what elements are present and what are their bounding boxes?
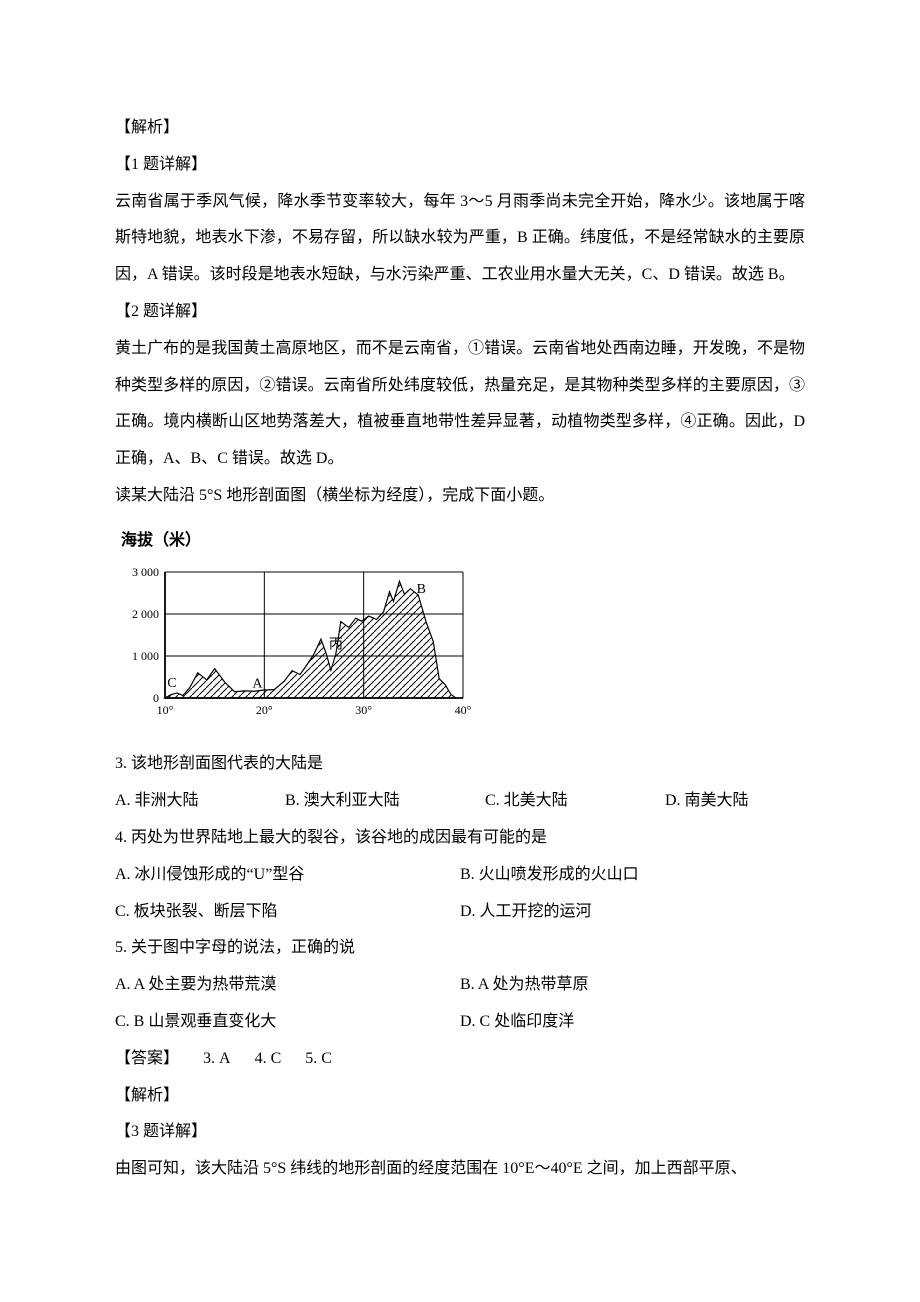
q3-option-c: C. 北美大陆 xyxy=(485,783,665,820)
q3-option-a: A. 非洲大陆 xyxy=(115,783,285,820)
answers: 【答案】 3. A 4. C 5. C xyxy=(115,1041,805,1078)
svg-text:丙: 丙 xyxy=(329,637,343,652)
q4-stem: 4. 丙处为世界陆地上最大的裂谷，该谷地的成因最有可能的是 xyxy=(115,820,805,857)
q5-stem: 5. 关于图中字母的说法，正确的说 xyxy=(115,930,805,967)
q4-option-d: D. 人工开挖的运河 xyxy=(460,894,805,931)
svg-text:30°: 30° xyxy=(355,703,372,717)
svg-text:1 000: 1 000 xyxy=(132,649,159,663)
elevation-chart: 海拔（米） 01 0002 0003 00010°20°30°40°CA丙B xyxy=(115,523,805,737)
svg-text:B: B xyxy=(417,582,426,597)
q1-text: 云南省属于季风气候，降水季节变率较大，每年 3～5 月雨季尚未完全开始，降水少。… xyxy=(115,184,805,294)
q4-option-b: B. 火山喷发形成的火山口 xyxy=(460,857,805,894)
q3-option-d: D. 南美大陆 xyxy=(665,783,749,820)
q3-option-b: B. 澳大利亚大陆 xyxy=(285,783,485,820)
svg-text:10°: 10° xyxy=(157,703,174,717)
q5-row2: C. B 山景观垂直变化大 D. C 处临印度洋 xyxy=(115,1004,805,1041)
chart-intro: 读某大陆沿 5°S 地形剖面图（横坐标为经度），完成下面小题。 xyxy=(115,478,805,515)
q5-option-a: A. A 处主要为热带荒漠 xyxy=(115,967,460,1004)
chart-title: 海拔（米） xyxy=(121,523,805,560)
svg-text:40°: 40° xyxy=(455,703,472,717)
svg-text:2 000: 2 000 xyxy=(132,607,159,621)
q5-option-c: C. B 山景观垂直变化大 xyxy=(115,1004,460,1041)
chart-svg: 01 0002 0003 00010°20°30°40°CA丙B xyxy=(115,562,475,722)
svg-text:3 000: 3 000 xyxy=(132,565,159,579)
answers-label: 【答案】 xyxy=(115,1050,179,1067)
svg-text:20°: 20° xyxy=(256,703,273,717)
q1-header: 【1 题详解】 xyxy=(115,147,805,184)
q5-option-d: D. C 处临印度洋 xyxy=(460,1004,805,1041)
svg-text:A: A xyxy=(252,676,263,691)
q3-detail-header: 【3 题详解】 xyxy=(115,1114,805,1151)
q4-row1: A. 冰川侵蚀形成的“U”型谷 B. 火山喷发形成的火山口 xyxy=(115,857,805,894)
q5-row1: A. A 处主要为热带荒漠 B. A 处为热带草原 xyxy=(115,967,805,1004)
q3-detail-text: 由图可知，该大陆沿 5°S 纬线的地形剖面的经度范围在 10°E～40°E 之间… xyxy=(115,1151,805,1188)
q4-row2: C. 板块张裂、断层下陷 D. 人工开挖的运河 xyxy=(115,894,805,931)
analysis-header-2: 【解析】 xyxy=(115,1078,805,1115)
answer-3: 3. A xyxy=(203,1050,231,1067)
answer-5: 5. C xyxy=(305,1050,332,1067)
answer-4: 4. C xyxy=(255,1050,282,1067)
svg-text:C: C xyxy=(167,676,176,691)
q2-text: 黄土广布的是我国黄土高原地区，而不是云南省，①错误。云南省地处西南边睡，开发晚，… xyxy=(115,331,805,478)
q5-option-b: B. A 处为热带草原 xyxy=(460,967,805,1004)
q3-stem: 3. 该地形剖面图代表的大陆是 xyxy=(115,746,805,783)
q3-options: A. 非洲大陆 B. 澳大利亚大陆 C. 北美大陆 D. 南美大陆 xyxy=(115,783,805,820)
q4-option-a: A. 冰川侵蚀形成的“U”型谷 xyxy=(115,857,460,894)
q4-option-c: C. 板块张裂、断层下陷 xyxy=(115,894,460,931)
analysis-header: 【解析】 xyxy=(115,110,805,147)
q2-header: 【2 题详解】 xyxy=(115,294,805,331)
